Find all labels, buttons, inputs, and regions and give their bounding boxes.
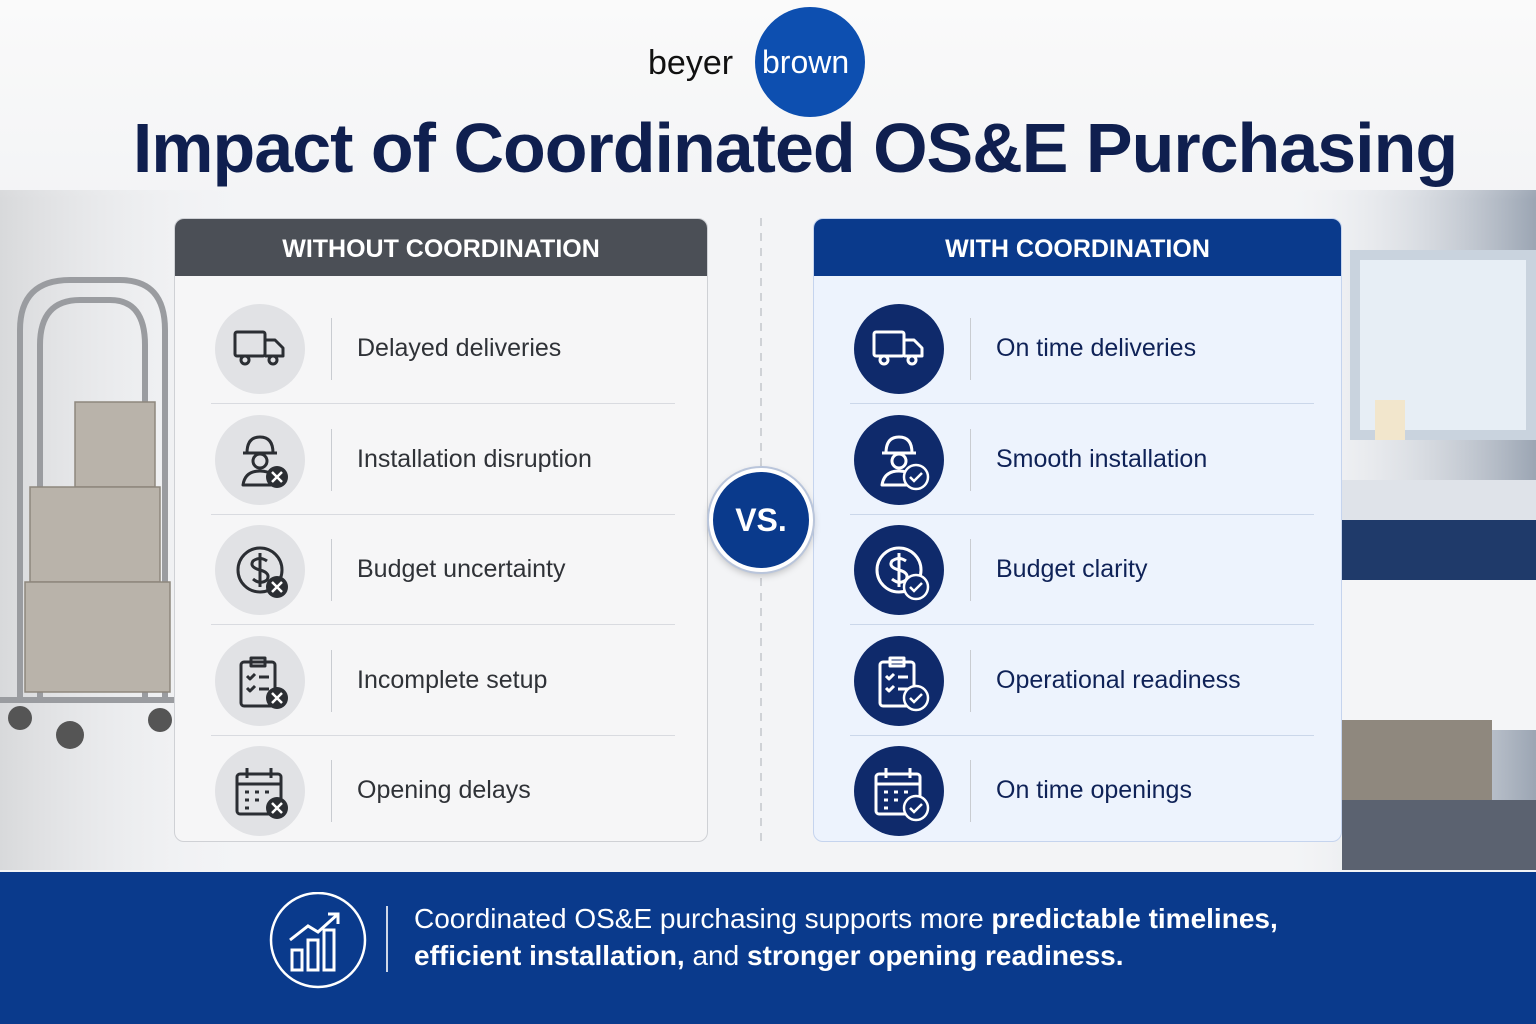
item-label: Budget uncertainty (357, 555, 566, 583)
title: Impact of Coordinated OS&E Purchasing (132, 109, 1458, 187)
panel-heading: WITH COORDINATION (814, 219, 1341, 276)
with-panel: WITH COORDINATION On time deliveries Smoo… (813, 218, 1342, 842)
footer-text: Coordinated OS&E purchasing supports mor… (414, 903, 992, 934)
item-row: On time deliveries (850, 294, 1314, 404)
item-divider (970, 539, 971, 601)
item-divider (331, 649, 332, 712)
item-icon (854, 746, 944, 836)
item-divider (331, 318, 332, 380)
footer-text: efficient installation, (414, 940, 685, 971)
item-label: Opening delays (357, 776, 531, 804)
item-label: Incomplete setup (357, 665, 548, 694)
item-label: Delayed deliveries (357, 334, 562, 362)
item-label: On time openings (996, 776, 1192, 804)
row-separator (211, 624, 675, 625)
icon (854, 304, 944, 394)
icon (215, 414, 305, 505)
row-separator (850, 513, 1314, 515)
without-panel: WITHOUT COORDINATION Delayed deliveries I… (174, 218, 708, 842)
item-icon (854, 304, 944, 394)
panel-heading: WITHOUT COORDINATION (175, 219, 707, 276)
item-row: Budget uncertainty (211, 515, 675, 625)
growth-icon (269, 892, 367, 989)
icon (215, 304, 305, 394)
item-icon (215, 746, 305, 836)
item-label: Installation disruption (357, 444, 592, 473)
icon (215, 746, 305, 836)
item-divider (331, 760, 332, 822)
item-divider (970, 649, 971, 712)
item-row: Delayed deliveries (211, 294, 675, 404)
item-icon (215, 635, 305, 726)
footer-line: Coordinated OS&E purchasing supports mor… (414, 903, 1278, 935)
versus-badge: VS. (709, 468, 813, 572)
logo-right: brown (762, 44, 850, 80)
item-label: Operational readiness (996, 665, 1241, 694)
footer-text: stronger opening readiness. (746, 940, 1124, 971)
item-icon (854, 414, 944, 505)
row-separator (211, 403, 675, 404)
footer-line: efficient installation, and stronger ope… (414, 940, 1124, 972)
item-row: Installation disruption (211, 405, 675, 515)
item-label: Budget clarity (996, 555, 1148, 583)
row-separator (850, 734, 1314, 736)
item-divider (970, 318, 971, 380)
item-row: Budget clarity (850, 515, 1314, 625)
item-icon (215, 414, 305, 505)
item-divider (970, 428, 971, 491)
item-divider (331, 428, 332, 491)
item-icon (854, 525, 944, 615)
icon (215, 635, 305, 726)
icon (854, 414, 944, 505)
item-row: On time openings (850, 736, 1314, 841)
item-label: Smooth installation (996, 444, 1208, 473)
item-row: Smooth installation (850, 405, 1314, 515)
icon (854, 635, 944, 726)
footer-text: predictable timelines, (991, 903, 1278, 934)
footer-text: and (684, 940, 747, 971)
icon (854, 746, 944, 836)
row-separator (211, 513, 675, 515)
footer: Coordinated OS&E purchasing supports mor… (0, 872, 1536, 1024)
item-divider (331, 539, 332, 601)
item-icon (215, 525, 305, 615)
icon (215, 525, 305, 615)
item-icon (215, 304, 305, 394)
item-label: On time deliveries (996, 334, 1197, 362)
row-separator (211, 734, 675, 736)
row-separator (850, 403, 1314, 404)
icon (854, 525, 944, 615)
footer-divider (386, 906, 388, 972)
logo-left: beyer (648, 44, 734, 82)
row-separator (850, 624, 1314, 625)
item-row: Opening delays (211, 736, 675, 841)
item-row: Operational readiness (850, 626, 1314, 736)
item-icon (854, 635, 944, 726)
item-row: Incomplete setup (211, 626, 675, 736)
item-divider (970, 760, 971, 822)
